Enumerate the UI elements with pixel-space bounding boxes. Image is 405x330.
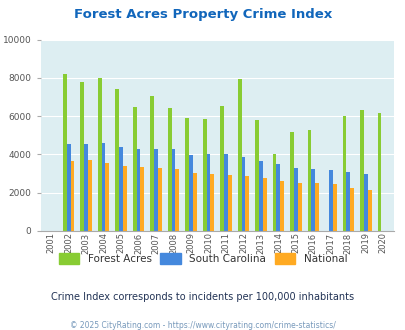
Bar xyxy=(66,144,70,231)
Bar xyxy=(262,178,266,231)
Bar xyxy=(363,174,367,231)
Bar xyxy=(175,169,179,231)
Bar xyxy=(98,78,101,231)
Bar xyxy=(80,82,84,231)
Bar xyxy=(70,161,74,231)
Bar xyxy=(297,183,301,231)
Bar xyxy=(237,79,241,231)
Bar xyxy=(315,183,318,231)
Bar xyxy=(105,163,109,231)
Text: © 2025 CityRating.com - https://www.cityrating.com/crime-statistics/: © 2025 CityRating.com - https://www.city… xyxy=(70,321,335,330)
Bar xyxy=(119,147,123,231)
Bar xyxy=(328,170,332,231)
Bar xyxy=(276,164,279,231)
Bar xyxy=(189,155,192,231)
Bar xyxy=(150,96,154,231)
Bar xyxy=(202,119,206,231)
Bar xyxy=(210,174,214,231)
Bar xyxy=(245,177,249,231)
Bar xyxy=(307,130,311,231)
Bar xyxy=(206,154,210,231)
Bar xyxy=(377,113,380,231)
Bar xyxy=(332,184,336,231)
Text: Forest Acres Property Crime Index: Forest Acres Property Crime Index xyxy=(74,8,331,21)
Text: Crime Index corresponds to incidents per 100,000 inhabitants: Crime Index corresponds to incidents per… xyxy=(51,292,354,302)
Bar xyxy=(185,118,189,231)
Bar xyxy=(258,161,262,231)
Bar xyxy=(88,160,92,231)
Bar xyxy=(293,168,297,231)
Bar xyxy=(254,120,258,231)
Bar xyxy=(154,149,158,231)
Bar xyxy=(279,181,284,231)
Bar xyxy=(290,132,293,231)
Bar xyxy=(350,188,353,231)
Bar xyxy=(84,144,88,231)
Bar xyxy=(123,166,126,231)
Bar xyxy=(115,89,119,231)
Bar xyxy=(345,172,350,231)
Bar xyxy=(311,169,315,231)
Bar xyxy=(367,190,371,231)
Bar xyxy=(140,167,144,231)
Bar xyxy=(241,157,245,231)
Bar xyxy=(101,143,105,231)
Bar xyxy=(192,173,196,231)
Legend: Forest Acres, South Carolina, National: Forest Acres, South Carolina, National xyxy=(55,250,350,267)
Bar xyxy=(342,116,345,231)
Bar xyxy=(227,175,231,231)
Bar xyxy=(136,149,140,231)
Bar xyxy=(224,154,227,231)
Bar xyxy=(272,154,276,231)
Bar xyxy=(359,111,363,231)
Bar xyxy=(132,107,136,231)
Bar xyxy=(167,108,171,231)
Bar xyxy=(220,106,224,231)
Bar xyxy=(63,74,66,231)
Bar xyxy=(158,168,161,231)
Bar xyxy=(171,149,175,231)
